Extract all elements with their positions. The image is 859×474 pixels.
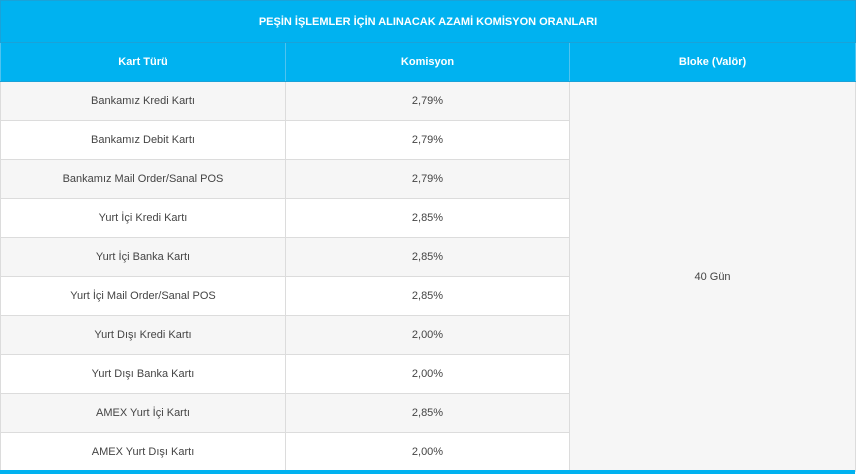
column-header-bloke: Bloke (Valör)	[568, 42, 857, 82]
table-bottom-border	[0, 470, 855, 474]
table-row: Bankamız Mail Order/Sanal POS 2,79%	[0, 159, 856, 199]
card-type-cell: Yurt İçi Mail Order/Sanal POS	[0, 276, 286, 316]
commission-cell: 2,00%	[285, 354, 570, 394]
table-row: Yurt Dışı Banka Kartı 2,00%	[0, 354, 856, 394]
table-row: AMEX Yurt İçi Kartı 2,85%	[0, 393, 856, 433]
commission-cell: 2,85%	[285, 276, 570, 316]
table-row: Bankamız Debit Kartı 2,79%	[0, 120, 856, 160]
table-row: Bankamız Kredi Kartı 2,79% 40 Gün	[0, 81, 857, 472]
bloke-cell: 40 Gün	[568, 81, 857, 472]
commission-cell: 2,00%	[285, 432, 570, 472]
table-row: Yurt İçi Kredi Kartı 2,85%	[0, 198, 856, 238]
table-title: PEŞİN İŞLEMLER İÇİN ALINACAK AZAMİ KOMİS…	[0, 0, 857, 43]
table-row: Yurt İçi Mail Order/Sanal POS 2,85%	[0, 276, 856, 316]
commission-cell: 2,79%	[285, 159, 570, 199]
card-type-cell: AMEX Yurt İçi Kartı	[0, 393, 286, 433]
commission-cell: 2,00%	[285, 315, 570, 355]
card-type-cell: Bankamız Mail Order/Sanal POS	[0, 159, 286, 199]
card-type-cell: Yurt İçi Kredi Kartı	[0, 198, 286, 238]
table-row: Yurt Dışı Kredi Kartı 2,00%	[0, 315, 856, 355]
card-type-cell: Yurt Dışı Kredi Kartı	[0, 315, 286, 355]
card-type-cell: Yurt Dışı Banka Kartı	[0, 354, 286, 394]
commission-cell: 2,79%	[285, 81, 570, 121]
card-type-cell: Yurt İçi Banka Kartı	[0, 237, 286, 277]
table-row: Yurt İçi Banka Kartı 2,85%	[0, 237, 856, 277]
column-header-commission: Komisyon	[285, 42, 570, 82]
table-header-row: Kart Türü Komisyon Bloke (Valör)	[0, 42, 857, 82]
commission-cell: 2,85%	[285, 198, 570, 238]
commission-cell: 2,85%	[285, 393, 570, 433]
commission-cell: 2,79%	[285, 120, 570, 160]
card-type-cell: Bankamız Kredi Kartı	[0, 81, 286, 121]
table-title-row: PEŞİN İŞLEMLER İÇİN ALINACAK AZAMİ KOMİS…	[0, 0, 857, 43]
card-type-cell: AMEX Yurt Dışı Kartı	[0, 432, 286, 472]
card-type-cell: Bankamız Debit Kartı	[0, 120, 286, 160]
column-header-card-type: Kart Türü	[0, 42, 286, 82]
commission-cell: 2,85%	[285, 237, 570, 277]
